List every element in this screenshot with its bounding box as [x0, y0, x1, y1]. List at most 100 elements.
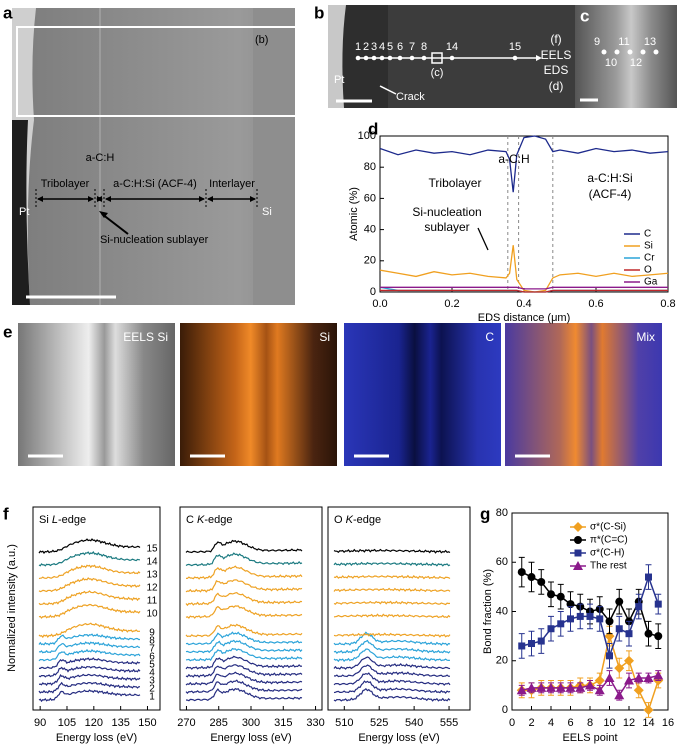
y-tick-label: 40	[496, 605, 508, 617]
si-substrate	[253, 8, 295, 305]
x-tick-label: 0.0	[372, 298, 387, 310]
panel-label: b	[314, 3, 324, 22]
point-label: 15	[509, 41, 521, 53]
series-line	[379, 135, 669, 193]
y-tick-label: 40	[364, 224, 376, 236]
spectrum	[185, 539, 303, 554]
layer-label: a-C:H:Si (ACF-4)	[113, 178, 197, 190]
x-tick-label: 0	[509, 717, 515, 729]
marker	[594, 685, 605, 695]
x-tick-label: 105	[58, 717, 76, 729]
legend-label: Cr	[644, 253, 655, 264]
spectrum	[38, 590, 141, 606]
curve-label: 9	[149, 628, 155, 639]
spectrum	[185, 552, 303, 567]
method-label: EELS	[541, 48, 572, 62]
marker	[633, 672, 644, 682]
marker	[635, 603, 643, 611]
spectrum	[185, 591, 303, 607]
edge-suffix: -edge	[204, 514, 232, 526]
point-label: 11	[618, 36, 629, 48]
legend-label: π*(C=C)	[590, 535, 628, 546]
marker	[546, 682, 556, 692]
edge-element: C	[186, 514, 197, 526]
x-tick-label: 0.6	[588, 298, 603, 310]
micrograph	[575, 5, 677, 108]
eels-point	[640, 49, 646, 55]
marker	[516, 685, 527, 695]
marker	[573, 561, 583, 570]
marker	[528, 640, 535, 648]
arrow-head	[88, 196, 94, 202]
curve-label: 5	[149, 660, 155, 671]
eels-point	[379, 55, 385, 61]
point-label: 7	[409, 41, 415, 53]
annotation: Si-nucleation	[412, 205, 481, 219]
spectrum	[185, 631, 303, 646]
x-tick-label: 300	[242, 717, 260, 729]
annotation: a-C:H:Si	[587, 171, 632, 185]
line	[477, 227, 489, 251]
spectrum	[333, 672, 451, 686]
marker	[614, 663, 625, 674]
marker	[594, 675, 605, 686]
x-tick-label: 285	[210, 717, 228, 729]
spectrum	[333, 687, 451, 702]
eels-point	[371, 55, 377, 61]
x-axis-label: Energy loss (eV)	[210, 732, 291, 744]
map-label: Si	[319, 330, 330, 344]
point-label: 13	[644, 36, 656, 48]
y-tick-label: 60	[364, 192, 376, 204]
layer-label: Interlayer	[209, 178, 255, 190]
y-tick-label: 20	[364, 255, 376, 267]
x-tick-label: 0.8	[660, 298, 675, 310]
point-label: 5	[387, 41, 393, 53]
marker	[625, 630, 633, 638]
edge-letter: L	[52, 514, 58, 526]
marker	[605, 617, 614, 626]
spectrum	[333, 613, 451, 619]
inset-ref: (b)	[255, 34, 268, 46]
arrow-head	[207, 196, 213, 202]
legend-label: The rest	[590, 561, 627, 572]
point-label: 2	[363, 41, 369, 53]
spectrum	[185, 655, 303, 670]
curve-label: 13	[146, 570, 158, 581]
marker	[654, 600, 662, 608]
map-label: Mix	[636, 330, 655, 344]
legend-label: Ga	[644, 277, 658, 288]
spectrum	[333, 561, 451, 567]
x-tick-label: 0.4	[516, 298, 531, 310]
curve-label: 11	[147, 596, 158, 607]
eels-map	[180, 323, 337, 466]
marker	[596, 615, 604, 623]
curve-label: 12	[146, 583, 158, 594]
curve-label: 1	[149, 692, 155, 703]
y-axis-label: Bond fraction (%)	[482, 569, 494, 654]
y-tick-label: 80	[496, 507, 508, 519]
marker	[527, 573, 536, 582]
eels-point	[512, 55, 518, 61]
arrow-head	[97, 196, 103, 202]
panel-label: g	[480, 504, 490, 523]
spectrum	[185, 679, 303, 694]
marker	[574, 549, 582, 557]
x-tick-label: 16	[662, 717, 674, 729]
y-axis-label: Normalized intensity (a.u.)	[6, 544, 18, 672]
marker	[586, 612, 594, 620]
annotation: Tribolayer	[429, 176, 482, 190]
marker	[547, 625, 555, 633]
marker	[526, 682, 537, 692]
y-axis-label: Atomic (%)	[348, 187, 360, 241]
legend-label: C	[644, 229, 651, 240]
eels-point	[363, 55, 369, 61]
spectrum	[333, 574, 451, 580]
x-axis-label: Energy loss (eV)	[56, 732, 137, 744]
marker	[573, 522, 583, 532]
legend-label: σ*(C-H)	[590, 548, 625, 559]
pt-layer	[12, 120, 30, 305]
x-tick-label: 135	[111, 717, 129, 729]
spectrum	[186, 565, 303, 580]
spectrum	[333, 639, 451, 654]
method-label: (d)	[549, 79, 564, 93]
